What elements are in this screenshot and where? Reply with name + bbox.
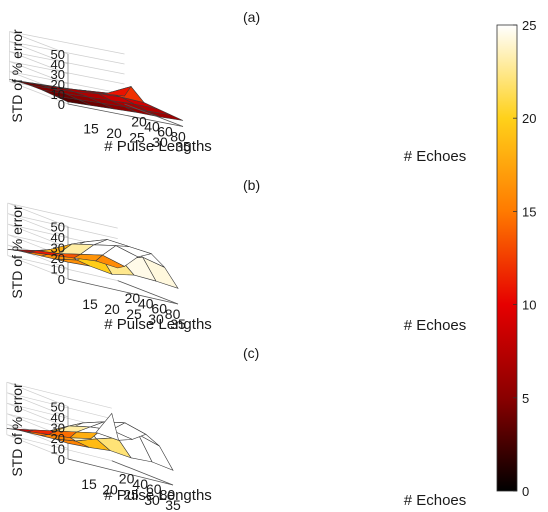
colorbar: 25 20 15 10 5 0 <box>496 18 536 499</box>
z-tick-label: 0 <box>58 272 65 287</box>
z-tick-label: 40 <box>51 57 65 72</box>
y-tick-label: 80 <box>170 129 186 145</box>
surface-cell <box>6 428 35 432</box>
colorbar-tick-label: 20 <box>522 111 536 126</box>
y-tick-label: 20 <box>125 290 141 306</box>
y-tick-label: 40 <box>144 119 160 135</box>
y-tick-label: 20 <box>119 470 135 486</box>
x-tick-label: 20 <box>106 125 122 141</box>
surface-cell <box>9 79 40 85</box>
colorbar-gradient <box>496 24 518 492</box>
z-gridline <box>9 41 125 65</box>
x-tick-label: 15 <box>82 296 98 312</box>
y-axis-line <box>117 280 179 305</box>
z-axis-label: STD of % error <box>9 29 25 123</box>
surface <box>7 238 179 289</box>
z-tick-label: 40 <box>51 230 65 245</box>
z-tick-label: 40 <box>51 410 65 425</box>
y-tick-label: 80 <box>165 306 181 322</box>
panel-title: (a) <box>243 9 260 25</box>
colorbar-tick-label: 10 <box>522 298 536 313</box>
x-tick-label: 35 <box>170 316 186 332</box>
z-gridline <box>9 31 125 55</box>
y-tick-label: 60 <box>157 124 173 140</box>
x-tick-label: 20 <box>104 301 120 317</box>
y-axis-label: # Echoes <box>404 148 467 165</box>
z-tick-label: 10 <box>51 442 65 457</box>
z-gridline <box>9 61 125 85</box>
x-axis-label: # Pulse Lengths <box>104 487 212 504</box>
z-tick-label: 30 <box>51 67 65 82</box>
y-axis-line <box>124 103 184 127</box>
y-axis-line <box>111 460 174 486</box>
z-axis-label: STD of % error <box>9 383 25 477</box>
z-tick-label: 50 <box>51 47 65 62</box>
z-tick-label: 20 <box>51 431 65 446</box>
x-axis-line <box>67 458 174 486</box>
x-tick-label: 35 <box>165 497 181 512</box>
surface <box>6 412 174 471</box>
panel-title: (c) <box>243 345 259 361</box>
x-tick-label: 25 <box>129 130 145 146</box>
z-tick-label: 10 <box>51 262 65 277</box>
z-tick-label: 30 <box>51 421 65 436</box>
z-tick-label: 0 <box>58 452 65 467</box>
x-tick-label: 15 <box>83 121 99 137</box>
z-gridline <box>9 51 125 75</box>
x-tick-label: 25 <box>126 306 142 322</box>
y-tick-label: 20 <box>131 114 147 130</box>
panel-title: (b) <box>243 177 260 193</box>
y-axis-label: # Echoes <box>404 492 467 509</box>
z-tick-label: 0 <box>58 97 65 112</box>
z-tick-label: 30 <box>51 241 65 256</box>
colorbar-tick-label: 0 <box>522 484 529 499</box>
y-tick-label: 60 <box>146 481 162 497</box>
x-axis-line <box>67 103 184 127</box>
x-tick-label: 20 <box>102 481 118 497</box>
y-tick-label: 40 <box>132 476 148 492</box>
z-tick-label: 20 <box>51 251 65 266</box>
x-tick-label: 25 <box>123 487 139 503</box>
y-tick-label: 60 <box>151 301 167 317</box>
surface <box>9 79 184 121</box>
y-axis-label: # Echoes <box>404 317 467 334</box>
x-axis-label: # Pulse Lengths <box>104 138 212 155</box>
x-tick-label: 30 <box>144 492 160 508</box>
x-tick-label: 30 <box>148 311 164 327</box>
x-axis-line <box>67 278 179 305</box>
x-tick-label: 15 <box>81 476 97 492</box>
y-tick-label: 40 <box>138 295 154 311</box>
z-tick-label: 10 <box>51 87 65 102</box>
x-tick-label: 35 <box>175 139 191 155</box>
colorbar-tick-label: 15 <box>522 204 536 219</box>
surface-cell <box>7 249 37 253</box>
z-tick-label: 50 <box>51 220 65 235</box>
x-axis-label: # Pulse Lengths <box>104 316 212 333</box>
y-tick-label: 80 <box>160 487 176 503</box>
colorbar-tick-label: 25 <box>522 18 536 33</box>
z-tick-label: 20 <box>51 77 65 92</box>
colorbar-tick-label: 5 <box>522 391 529 406</box>
x-tick-label: 30 <box>152 134 168 150</box>
z-tick-label: 50 <box>51 400 65 415</box>
z-axis-label: STD of % error <box>9 205 25 299</box>
